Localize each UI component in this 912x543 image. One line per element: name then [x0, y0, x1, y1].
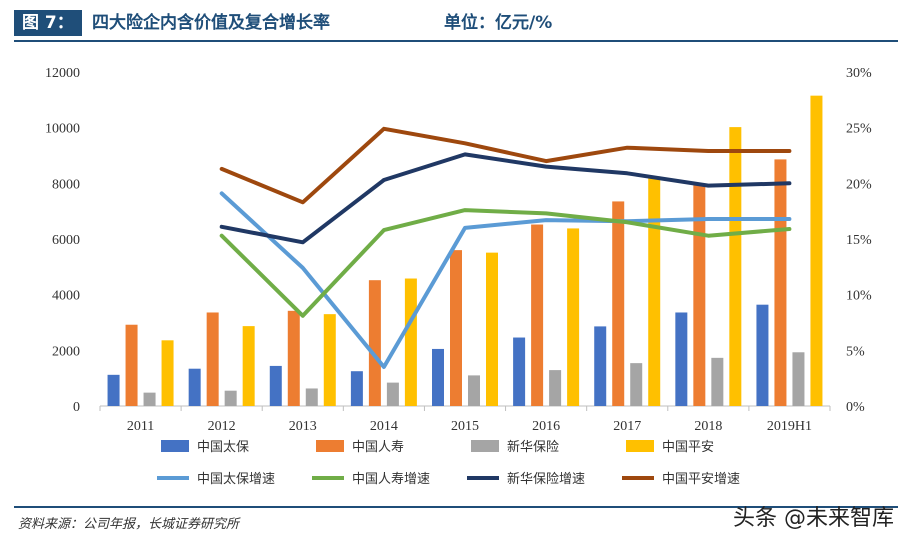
figure-number: 图 7： [14, 10, 82, 36]
bar [513, 337, 526, 406]
y-left-tick-label: 12000 [45, 66, 80, 81]
legend-label: 中国平安 [662, 440, 714, 455]
bar [161, 340, 174, 406]
y-right-tick-label: 5% [846, 344, 865, 359]
bar [287, 310, 300, 406]
y-left-tick-label: 8000 [52, 177, 80, 192]
legend-label: 中国平安增速 [662, 472, 740, 487]
bar [242, 326, 255, 406]
source-note: 资料来源：公司年报，长城证券研究所 [18, 517, 240, 532]
bar [432, 348, 444, 406]
legend-label: 中国太保 [197, 440, 249, 455]
x-tick-label: 2013 [289, 419, 317, 434]
bar [792, 352, 805, 406]
x-tick-label: 2018 [694, 419, 722, 434]
figure-header: 图 7： 四大险企内含价值及复合增长率 单位：亿元/% [14, 10, 898, 36]
x-tick-label: 2017 [613, 419, 641, 434]
series-line [219, 208, 792, 318]
bar [305, 388, 318, 406]
bar [531, 224, 544, 406]
y-right-tick-label: 15% [846, 233, 872, 248]
series-line [219, 152, 792, 245]
bar [612, 201, 625, 406]
x-tick-label: 2015 [451, 419, 479, 434]
bar [810, 95, 823, 407]
bar [486, 252, 498, 406]
bar [368, 280, 381, 406]
bar [350, 371, 363, 406]
x-tick-label: 2016 [532, 419, 560, 434]
bar [630, 363, 643, 406]
figure-title: 四大险企内含价值及复合增长率 [92, 13, 330, 33]
legend-swatch [316, 440, 344, 452]
bar [756, 304, 769, 406]
footer-divider [14, 506, 898, 508]
series-line [219, 191, 792, 369]
legend-swatch [161, 440, 189, 452]
legend-label: 新华保险增速 [507, 471, 585, 487]
bar [386, 382, 399, 406]
bar [774, 159, 787, 406]
x-tick-label: 2012 [208, 419, 236, 434]
legend-swatch [626, 440, 654, 452]
figure-unit: 单位：亿元/% [444, 13, 553, 33]
x-tick-label: 2011 [127, 419, 154, 434]
bar [224, 390, 237, 406]
bar [675, 312, 688, 406]
bar [450, 250, 462, 406]
bar [206, 312, 219, 406]
bar [143, 392, 156, 406]
x-tick-label: 2019H1 [767, 419, 812, 434]
bar [729, 127, 742, 407]
y-left-tick-label: 4000 [52, 289, 80, 304]
watermark: 头条 @未来智库 [733, 506, 894, 531]
bar [404, 278, 417, 406]
bar [549, 370, 562, 406]
y-left-tick-label: 10000 [45, 122, 80, 137]
bar [567, 228, 580, 406]
bar [468, 375, 480, 406]
bar [323, 314, 336, 406]
bar [693, 184, 706, 406]
series-line [219, 126, 792, 205]
y-right-tick-label: 10% [846, 289, 872, 304]
bar [125, 324, 138, 406]
legend-label: 中国人寿 [352, 440, 404, 455]
bar [188, 368, 201, 406]
legend-label: 新华保险 [507, 439, 559, 455]
y-left-tick-label: 6000 [52, 233, 80, 248]
y-right-tick-label: 0% [846, 400, 865, 415]
bar [107, 374, 120, 406]
y-left-tick-label: 2000 [52, 344, 80, 359]
bar [648, 176, 661, 406]
legend-label: 中国太保增速 [197, 472, 275, 487]
bar [269, 365, 282, 406]
bar [594, 326, 607, 406]
y-right-tick-label: 20% [846, 177, 872, 192]
y-left-tick-label: 0 [73, 400, 80, 415]
y-right-tick-label: 30% [846, 66, 872, 81]
legend-swatch [471, 440, 499, 452]
legend-label: 中国人寿增速 [352, 472, 430, 487]
x-tick-label: 2014 [370, 419, 398, 434]
y-right-tick-label: 25% [846, 122, 872, 137]
bar [711, 357, 724, 406]
header-divider [14, 40, 898, 42]
